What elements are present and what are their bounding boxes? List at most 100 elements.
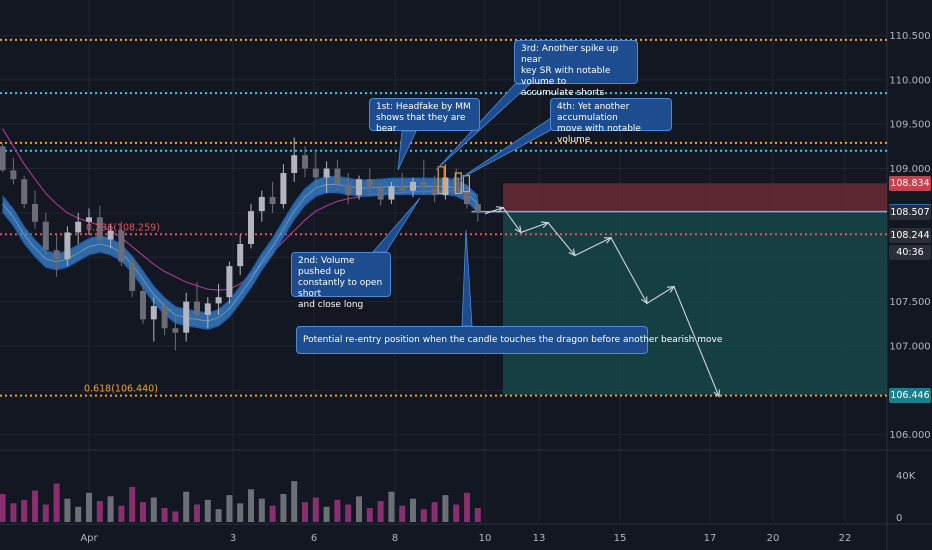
dragon-fill	[2, 176, 478, 330]
candle-body-14	[150, 306, 157, 320]
volume-bar-31	[334, 499, 341, 522]
price-tag-5: 106.446	[889, 387, 931, 403]
candle-5	[53, 235, 60, 277]
candle-1	[10, 157, 17, 185]
candle-41	[442, 164, 449, 200]
candle-2	[21, 175, 28, 209]
candle-body-6	[64, 232, 71, 260]
candle-16	[172, 314, 179, 351]
candle-37	[399, 172, 406, 196]
volume-bar-41	[442, 495, 449, 522]
candle-body-27	[291, 155, 298, 173]
y-tick-0: 110.500	[889, 31, 930, 42]
candle-40	[431, 175, 438, 203]
volume-tick-0: 40K	[896, 471, 916, 482]
candle-body-37	[399, 186, 406, 191]
volume-bar-19	[204, 499, 211, 522]
callout-2nd-volume: 2nd: Volume pushed up constantly to open…	[291, 252, 391, 310]
volume-bar-27	[291, 481, 298, 522]
volume-bar-16	[172, 511, 179, 522]
volume-bar-42	[453, 504, 460, 522]
projection-arrow-5	[603, 237, 613, 244]
volume-bar-15	[161, 508, 168, 522]
y-tick-2: 109.500	[889, 120, 930, 131]
candle-26	[280, 164, 287, 209]
candle-29	[312, 150, 319, 187]
volume-bar-34	[366, 508, 373, 522]
volume-bar-2	[21, 499, 28, 522]
candle-6	[64, 226, 71, 267]
candle-7	[75, 212, 82, 244]
callout-1st-headfake: 1st: Headfake by MM shows that they are …	[369, 98, 480, 134]
candle-body-34	[366, 179, 373, 189]
candle-17	[183, 292, 190, 342]
volume-bar-1	[10, 503, 17, 522]
candle-body-38	[410, 181, 416, 191]
y-tick-5: 107.000	[889, 341, 930, 352]
price-tag-4: 40:36	[889, 245, 931, 261]
price-tag-0: 108.834	[889, 175, 931, 191]
candle-10	[107, 223, 114, 249]
candle-34	[366, 168, 373, 196]
candle-body-18	[194, 301, 200, 315]
candle-body-4	[42, 221, 49, 251]
volume-bar-11	[118, 505, 125, 522]
projection-path	[484, 206, 720, 398]
dragon-upper	[2, 175, 479, 314]
candle-20	[215, 283, 222, 315]
candle-27	[291, 137, 298, 182]
candle-body-30	[323, 168, 330, 178]
projection-arrow-3	[540, 221, 550, 229]
level-label-5: 0.618(106.440)	[84, 384, 158, 395]
candle-4	[42, 212, 49, 256]
candle-44	[474, 199, 481, 222]
volume-bar-35	[377, 501, 384, 522]
highlight-box-1	[454, 172, 462, 194]
volume-bar-3	[32, 490, 38, 522]
volume-bar-36	[388, 491, 395, 522]
projection-arrow-8	[713, 389, 720, 398]
dragon-lower	[2, 191, 479, 330]
candle-body-35	[377, 188, 384, 200]
volume-bar-14	[150, 497, 157, 522]
candles	[0, 137, 481, 351]
volume-bar-21	[226, 495, 233, 522]
x-tick-2: 6	[311, 533, 317, 544]
candle-19	[204, 297, 211, 329]
candle-body-16	[172, 328, 179, 333]
candle-body-19	[204, 303, 211, 315]
volume-bar-43	[464, 492, 470, 522]
candle-12	[129, 257, 136, 298]
candle-body-25	[269, 196, 276, 205]
candle-body-28	[302, 155, 308, 169]
candle-body-1	[10, 170, 17, 180]
candle-body-43	[464, 190, 470, 205]
axes: 110.500 110.000 109.500 109.000 107.500 107.0…	[80, 31, 930, 544]
candle-32	[345, 172, 352, 205]
candle-0	[0, 143, 6, 173]
candle-9	[96, 205, 103, 244]
x-tick-5: 13	[533, 533, 546, 544]
candle-body-32	[345, 184, 352, 196]
candle-25	[269, 181, 276, 213]
candle-15	[161, 301, 168, 336]
volume-bar-39	[420, 509, 427, 522]
candle-body-12	[129, 261, 136, 291]
candle-35	[377, 181, 384, 206]
candle-21	[226, 261, 233, 304]
volume-bar-23	[248, 489, 254, 522]
projection-arrow-6	[640, 296, 648, 305]
candle-body-3	[32, 204, 38, 222]
volume-bar-38	[410, 498, 416, 522]
level-label-4: 0.236(108.259)	[86, 222, 160, 233]
candle-33	[356, 175, 362, 200]
volume-bar-29	[312, 497, 319, 522]
dragon-mid	[2, 184, 479, 322]
target-zone	[503, 211, 887, 396]
candle-body-9	[96, 217, 103, 240]
candle-38	[410, 177, 416, 197]
candle-3	[32, 190, 38, 229]
volume-tick-1: 0	[896, 513, 902, 524]
candle-body-36	[388, 186, 395, 200]
